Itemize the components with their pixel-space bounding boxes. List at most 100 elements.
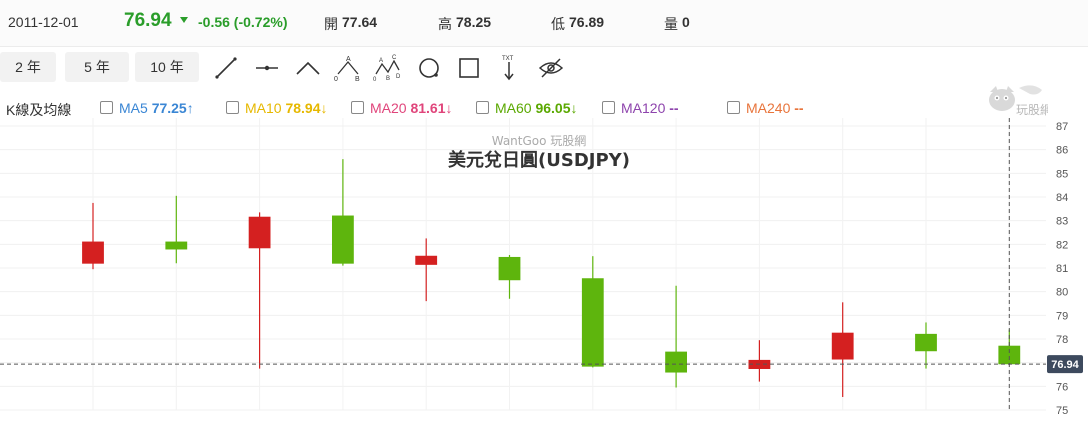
text-tool-icon[interactable]: TXT [495,54,523,82]
high-label: 高 [438,16,452,32]
ma240-checkbox[interactable] [727,101,740,114]
high-value: 78.25 [456,14,492,30]
tool-text-b: B [355,76,360,82]
candle-body [915,333,937,352]
ma5-arrow-icon: ↑ [186,100,194,116]
candle [248,212,271,369]
candle-body [165,241,188,250]
y-tick-label: 75 [1056,405,1068,417]
y-tick-label: 82 [1056,239,1068,251]
range-2y-button[interactable]: 2 年 [0,52,56,82]
candle [82,202,104,270]
tool-text-zero2: 0 [373,77,377,82]
ma60-name: MA60 [495,100,532,116]
chart-watermark: WantGoo 玩股網 [492,134,587,148]
ma60-checkbox[interactable] [476,101,489,114]
ma240-name: MA240 [746,100,791,116]
ma10-checkbox[interactable] [226,101,239,114]
candles-group [82,159,1021,397]
tool-text-c: C [392,55,397,61]
y-tick-label: 85 [1056,168,1068,180]
last-price: 76.94 [124,10,172,31]
quote-info-bar: 2011-12-01 76.94 -0.56 (-0.72%) 開 77.64 … [0,0,1088,47]
candle-body [498,256,521,281]
abc-pattern-tool-icon[interactable]: A 0 B [334,54,362,83]
candle-body [415,255,438,265]
ma10-value: 78.94 [285,100,321,116]
y-tick-label: 79 [1056,310,1068,322]
quote-date: 2011-12-01 [8,14,79,30]
ma120-toggle[interactable]: MA120 -- [602,100,679,116]
ma240-toggle[interactable]: MA240 -- [727,100,804,116]
ma240-value: -- [794,100,804,116]
y-tick-label: 78 [1056,334,1068,346]
ma60-toggle[interactable]: MA60 96.05↓ [476,100,578,116]
tool-text-zero: 0 [334,76,338,82]
candle [665,285,687,388]
angle-tool-icon[interactable] [294,54,322,82]
candle [831,302,854,397]
range-5y-button[interactable]: 5 年 [65,52,129,82]
open-value: 77.64 [342,14,378,30]
ma20-checkbox[interactable] [351,101,364,114]
tool-text-a2: A [379,58,383,64]
candle [331,159,354,266]
candle-body [581,278,604,367]
abcd-pattern-tool-icon[interactable]: A C B D 0 [373,54,401,83]
ma20-name: MA20 [370,100,407,116]
ma10-toggle[interactable]: MA10 78.94↓ [226,100,328,116]
ma60-value: 96.05 [535,100,571,116]
candle [165,195,188,264]
open-label: 開 [324,16,338,32]
ma20-toggle[interactable]: MA20 81.61↓ [351,100,453,116]
hide-drawings-icon[interactable] [537,54,565,82]
candle-body [331,215,354,264]
ma5-checkbox[interactable] [100,101,113,114]
line-tool-icon[interactable] [212,54,240,82]
volume-label: 量 [664,16,678,32]
last-price-tag-label: 76.94 [1051,359,1079,371]
candle-body [82,241,104,264]
y-tick-label: 86 [1056,145,1068,157]
low-label: 低 [551,16,565,32]
candle-body [665,351,687,373]
y-tick-label: 81 [1056,263,1068,275]
ma20-value: 81.61 [410,100,446,116]
ma5-name: MA5 [119,100,148,116]
candle-body [998,345,1021,365]
candlestick-chart[interactable]: WantGoo 玩股網 美元兌日圓(USDJPY) 75767778798081… [0,118,1088,423]
ma120-checkbox[interactable] [602,101,615,114]
y-tick-label: 87 [1056,121,1068,133]
rectangle-tool-icon[interactable] [455,54,483,82]
last-price-tag [1047,355,1083,374]
volume-value: 0 [682,14,690,30]
ma120-name: MA120 [621,100,666,116]
logo-text: 玩股網 [1016,103,1048,117]
y-tick-label: 83 [1056,216,1068,228]
drawing-toolbar: 2 年 5 年 10 年 A 0 B A C B D 0 TXT [0,48,1088,88]
ma5-toggle[interactable]: MA5 77.25↑ [100,100,194,116]
horizontal-line-tool-icon[interactable] [253,54,281,82]
y-tick-label: 76 [1056,381,1068,393]
ma10-arrow-icon: ↓ [320,100,328,116]
low-value: 76.89 [569,14,605,30]
y-tick-label: 84 [1056,192,1068,204]
wantgoo-logo: 玩股網 [986,80,1052,120]
candle [581,256,604,368]
ma60-arrow-icon: ↓ [570,100,578,116]
tool-text-b2: B [386,76,390,82]
ma-legend: K線及均線 MA5 77.25↑ MA10 78.94↓ MA20 81.61↓… [0,96,1088,120]
y-tick-label: 80 [1056,287,1068,299]
ma5-value: 77.25 [151,100,187,116]
candle [498,254,521,299]
circle-tool-icon[interactable] [415,54,443,82]
tool-text-a: A [346,56,351,63]
tool-text-txt: TXT [502,56,514,62]
last-price-line: 76.94 [0,118,1083,410]
candle [748,340,771,382]
candle [415,238,438,302]
ma10-name: MA10 [245,100,282,116]
candle-body [248,216,271,249]
down-arrow-icon [180,17,188,23]
range-10y-button[interactable]: 10 年 [135,52,199,82]
